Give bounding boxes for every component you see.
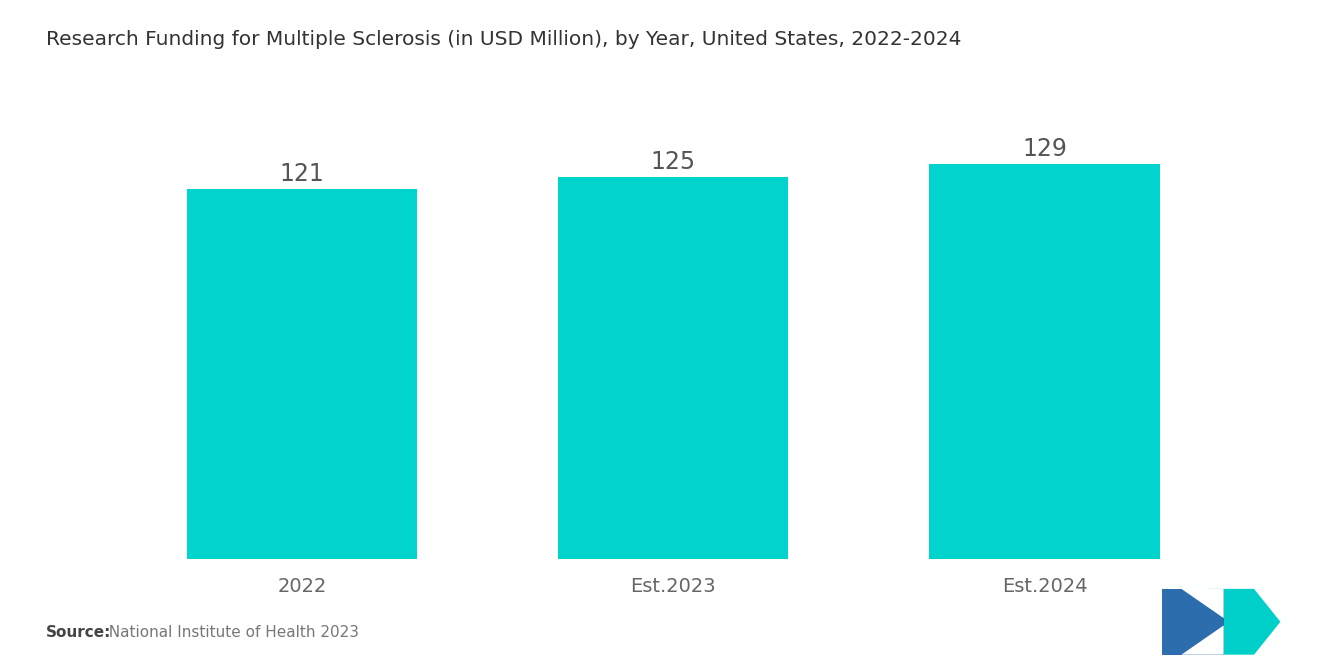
Bar (929, 164, 1159, 559)
Polygon shape (1208, 589, 1280, 654)
Text: National Institute of Health 2023: National Institute of Health 2023 (99, 624, 359, 640)
Text: 121: 121 (280, 162, 325, 186)
Text: Source:: Source: (46, 624, 112, 640)
Bar (558, 177, 788, 559)
Text: 129: 129 (1022, 138, 1067, 162)
Polygon shape (1162, 589, 1224, 654)
Text: 125: 125 (651, 150, 696, 174)
Bar (187, 189, 417, 559)
Polygon shape (1181, 625, 1224, 654)
Text: Research Funding for Multiple Sclerosis (in USD Million), by Year, United States: Research Funding for Multiple Sclerosis … (46, 30, 962, 49)
Polygon shape (1181, 589, 1224, 618)
